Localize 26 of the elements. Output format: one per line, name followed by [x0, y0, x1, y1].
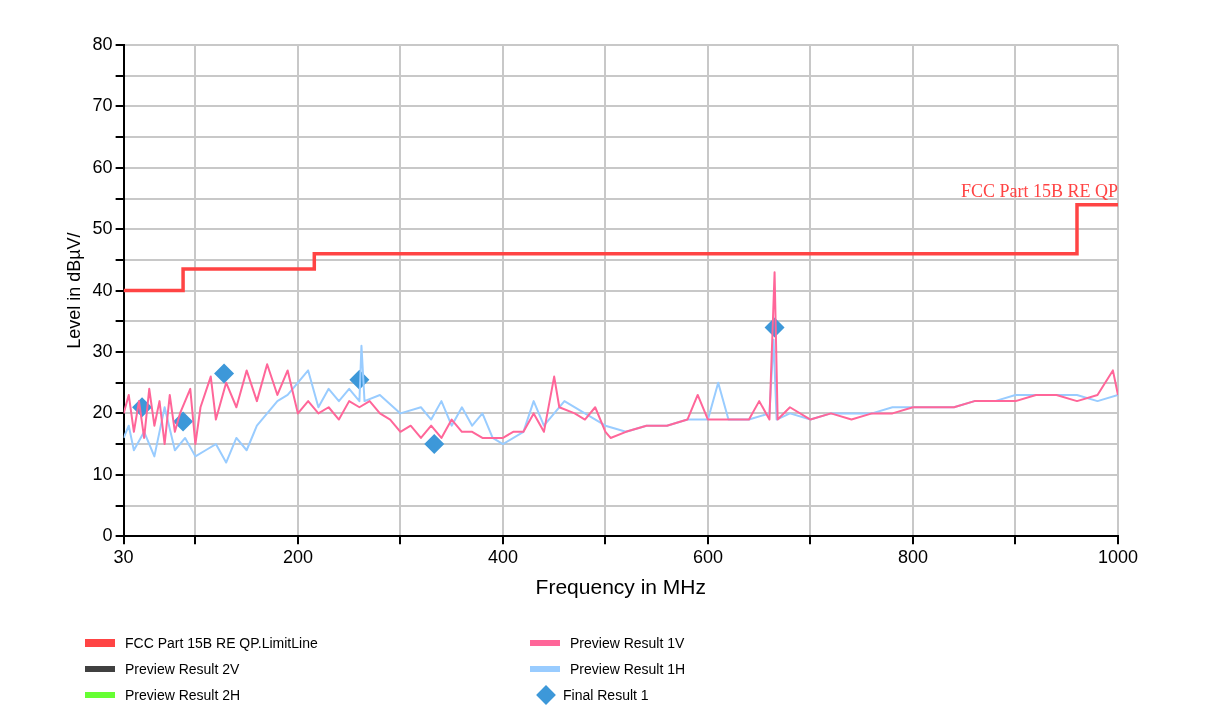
point — [424, 434, 445, 455]
y-tick-label: 20 — [92, 402, 113, 423]
y-axis-title: Level in dBµV/ — [63, 232, 84, 349]
x-tick-label: 600 — [692, 546, 723, 567]
x-tick-label: 30 — [113, 546, 134, 567]
legend-label: Preview Result 1H — [570, 661, 686, 677]
x-tick-label: 200 — [282, 546, 313, 567]
x-axis-title: Frequency in MHz — [535, 575, 707, 599]
x-tick-label: 1000 — [1097, 546, 1139, 567]
legend-label: Preview Result 2V — [125, 661, 240, 677]
x-tick-label: 400 — [487, 546, 518, 567]
legend-label: Preview Result 1V — [570, 635, 685, 651]
point — [214, 363, 235, 384]
y-tick-label: 50 — [92, 218, 113, 239]
y-tick-label: 0 — [102, 525, 113, 546]
legend-label: FCC Part 15B RE QP.LimitLine — [125, 635, 318, 651]
y-tick-label: 40 — [92, 279, 113, 300]
legend-label: Final Result 1 — [563, 687, 649, 703]
legend-label: Preview Result 2H — [125, 687, 241, 703]
annotation: FCC Part 15B RE QP — [960, 181, 1118, 202]
y-tick-label: 30 — [92, 340, 113, 361]
y-tick-label: 10 — [92, 463, 113, 484]
y-tick-label: 60 — [92, 156, 113, 177]
y-tick-label: 80 — [92, 33, 113, 54]
x-tick-label: 800 — [897, 546, 928, 567]
y-tick-label: 70 — [92, 95, 113, 116]
